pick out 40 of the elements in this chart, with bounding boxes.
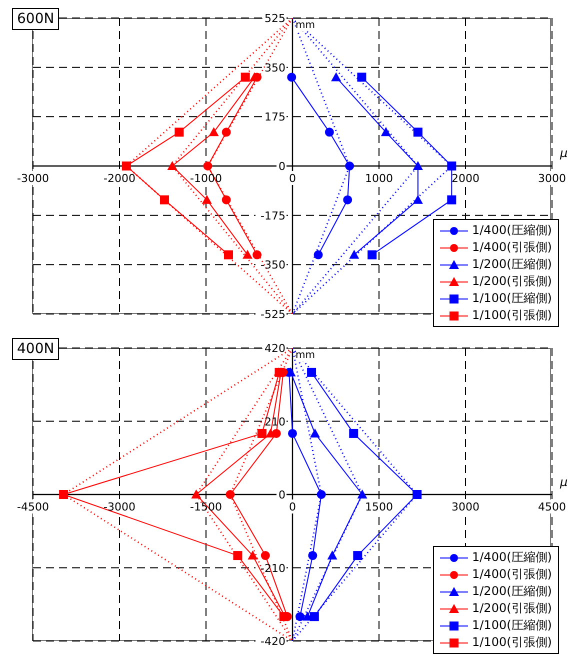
x-tick-label: -3000 [104, 500, 136, 514]
legend-label: 1/400(圧縮側) [472, 549, 552, 566]
chart-title: 600N [12, 8, 60, 30]
legend-label: 1/100(引張側) [472, 634, 552, 651]
x-tick-label: 0 [289, 500, 296, 514]
y-tick-label: -175 [260, 209, 286, 222]
y-tick-label: -420 [260, 635, 286, 648]
y-axis-title: mm [296, 20, 315, 31]
x-tick-label: 2000 [452, 172, 480, 185]
y-tick-label: 525 [264, 12, 286, 25]
x-axis-title: μ [560, 146, 568, 160]
legend-label: 1/100(圧縮側) [472, 290, 552, 307]
legend-label: 1/100(圧縮側) [472, 617, 552, 634]
x-tick-label: -3000 [17, 172, 49, 185]
x-tick-label: 1000 [365, 172, 393, 185]
y-tick-label: -350 [260, 258, 286, 272]
x-tick-label: 3000 [538, 172, 566, 185]
legend-label: 1/200(圧縮側) [472, 256, 552, 273]
y-tick-label: 0 [278, 160, 286, 173]
y-tick-label: 420 [264, 342, 286, 355]
y-tick-label: 0 [278, 488, 286, 502]
x-tick-label: 4500 [538, 500, 566, 514]
x-tick-label: 0 [289, 172, 296, 185]
legend-label: 1/100(引張側) [472, 307, 552, 324]
x-axis-title: μ [560, 474, 568, 488]
legend-label: 1/400(引張側) [472, 566, 552, 583]
legend-label: 1/400(引張側) [472, 239, 552, 256]
legend-label: 1/200(引張側) [472, 600, 552, 617]
legend-label: 1/400(圧縮側) [472, 222, 552, 239]
x-tick-label: -4500 [17, 500, 49, 514]
legend-label: 1/200(圧縮側) [472, 583, 552, 600]
legend-label: 1/200(引張側) [472, 273, 552, 290]
y-tick-label: 175 [264, 110, 286, 124]
y-tick-label: -525 [260, 308, 286, 321]
x-tick-label: -2000 [104, 172, 136, 185]
y-tick-label: 350 [264, 61, 286, 74]
x-tick-label: 3000 [452, 500, 480, 514]
x-tick-label: 1500 [365, 500, 393, 514]
chart-title: 400N [12, 338, 60, 360]
y-axis-title: mm [296, 350, 315, 361]
